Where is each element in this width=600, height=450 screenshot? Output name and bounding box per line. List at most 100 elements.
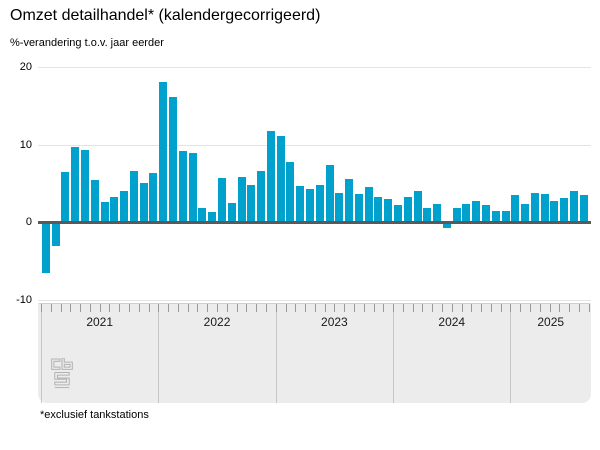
month-tick <box>412 304 414 312</box>
bar-2025-04[interactable] <box>540 193 549 223</box>
bar-2021-08[interactable] <box>110 197 119 223</box>
month-tick <box>432 304 434 312</box>
zero-line <box>38 221 591 225</box>
y-axis-label: 0 <box>25 216 32 229</box>
month-tick <box>285 304 287 312</box>
bar-2022-10[interactable] <box>247 185 256 223</box>
bar-2024-12[interactable] <box>501 210 510 223</box>
month-tick <box>353 304 355 312</box>
month-tick <box>168 304 170 312</box>
bar-2022-12[interactable] <box>266 130 275 223</box>
bar-2022-07[interactable] <box>217 178 226 223</box>
y-axis-label: 10 <box>19 138 32 151</box>
bar-2021-01[interactable] <box>41 222 50 273</box>
bar-2023-09[interactable] <box>354 193 363 223</box>
month-tick <box>373 304 375 312</box>
bar-2021-10[interactable] <box>129 171 138 223</box>
month-tick <box>217 304 219 312</box>
year-label-2023: 2023 <box>321 315 348 329</box>
bar-2024-11[interactable] <box>491 210 500 223</box>
bar-2022-03[interactable] <box>178 150 187 223</box>
range-selector[interactable]: 2021 2022 2023 2024 2025 <box>38 303 591 403</box>
month-tick <box>129 304 131 312</box>
bar-2022-08[interactable] <box>227 202 236 223</box>
bar-2021-06[interactable] <box>90 180 99 223</box>
month-tick <box>383 304 385 312</box>
bar-2024-07[interactable] <box>452 207 461 223</box>
bar-2022-06[interactable] <box>208 212 217 223</box>
bar-2021-03[interactable] <box>61 171 70 223</box>
y-axis-label: -10 <box>16 294 32 306</box>
month-tick <box>471 304 473 312</box>
month-tick <box>50 304 52 312</box>
year-boundary-line <box>393 304 395 403</box>
bar-2024-03[interactable] <box>413 191 422 223</box>
bar-2021-02[interactable] <box>51 222 60 247</box>
gridline <box>38 144 591 146</box>
month-tick <box>138 304 140 312</box>
month-tick <box>148 304 150 312</box>
bar-2022-01[interactable] <box>159 81 168 223</box>
bar-2021-04[interactable] <box>71 146 80 223</box>
y-axis-label: 20 <box>19 61 32 73</box>
month-tick <box>158 304 160 312</box>
month-tick <box>265 304 267 312</box>
bar-2022-11[interactable] <box>257 171 266 223</box>
month-tick <box>539 304 541 312</box>
bar-2024-08[interactable] <box>462 203 471 223</box>
bar-2024-01[interactable] <box>393 205 402 223</box>
bar-2025-01[interactable] <box>511 195 520 223</box>
month-tick <box>363 304 365 312</box>
bar-2023-01[interactable] <box>276 136 285 223</box>
bar-2021-05[interactable] <box>81 150 90 223</box>
month-tick <box>393 304 395 312</box>
bar-2021-11[interactable] <box>139 182 148 223</box>
bar-2022-09[interactable] <box>237 177 246 223</box>
bar-2023-06[interactable] <box>325 164 334 223</box>
bar-2024-05[interactable] <box>433 203 442 223</box>
bar-2022-04[interactable] <box>188 153 197 223</box>
bar-2025-06[interactable] <box>560 198 569 223</box>
footnote: *exclusief tankstations <box>40 409 149 421</box>
month-tick <box>256 304 258 312</box>
bar-2025-02[interactable] <box>521 204 530 223</box>
bar-2023-07[interactable] <box>335 192 344 223</box>
bar-2025-05[interactable] <box>550 201 559 223</box>
bar-2021-12[interactable] <box>149 173 158 223</box>
year-label-2022: 2022 <box>203 315 231 329</box>
bar-2024-04[interactable] <box>423 208 432 223</box>
bar-2023-12[interactable] <box>384 199 393 223</box>
bar-2023-04[interactable] <box>305 188 314 223</box>
bar-2023-10[interactable] <box>364 187 373 223</box>
bar-2025-03[interactable] <box>530 192 539 223</box>
bar-2024-09[interactable] <box>472 201 481 223</box>
month-tick <box>490 304 492 312</box>
logo-letter-b <box>61 358 73 370</box>
bar-2023-11[interactable] <box>374 197 383 223</box>
month-tick <box>422 304 424 312</box>
month-tick <box>99 304 101 312</box>
month-tick <box>569 304 571 312</box>
plot-area <box>38 67 591 301</box>
bar-2023-03[interactable] <box>296 185 305 223</box>
bar-2024-02[interactable] <box>403 197 412 223</box>
bar-2024-10[interactable] <box>482 205 490 223</box>
gridline <box>38 67 591 68</box>
chart-subtitle: %-verandering t.o.v. jaar eerder <box>10 37 164 49</box>
bar-2021-09[interactable] <box>120 191 129 223</box>
bar-2025-08[interactable] <box>579 195 588 223</box>
bar-2022-02[interactable] <box>169 97 178 223</box>
month-tick <box>441 304 443 312</box>
month-tick <box>226 304 228 312</box>
bar-2022-05[interactable] <box>198 207 207 223</box>
logo-letter-c <box>51 358 61 370</box>
chart-title: Omzet detailhandel* (kalendergecorrigeer… <box>10 7 321 24</box>
month-tick <box>41 304 42 312</box>
bar-2021-07[interactable] <box>100 202 109 223</box>
bar-2023-05[interactable] <box>315 185 324 223</box>
bar-2023-08[interactable] <box>345 178 354 223</box>
bar-2025-07[interactable] <box>570 191 579 223</box>
bar-2024-06[interactable] <box>442 222 451 228</box>
month-tick <box>334 304 336 312</box>
bar-2023-02[interactable] <box>286 161 295 223</box>
